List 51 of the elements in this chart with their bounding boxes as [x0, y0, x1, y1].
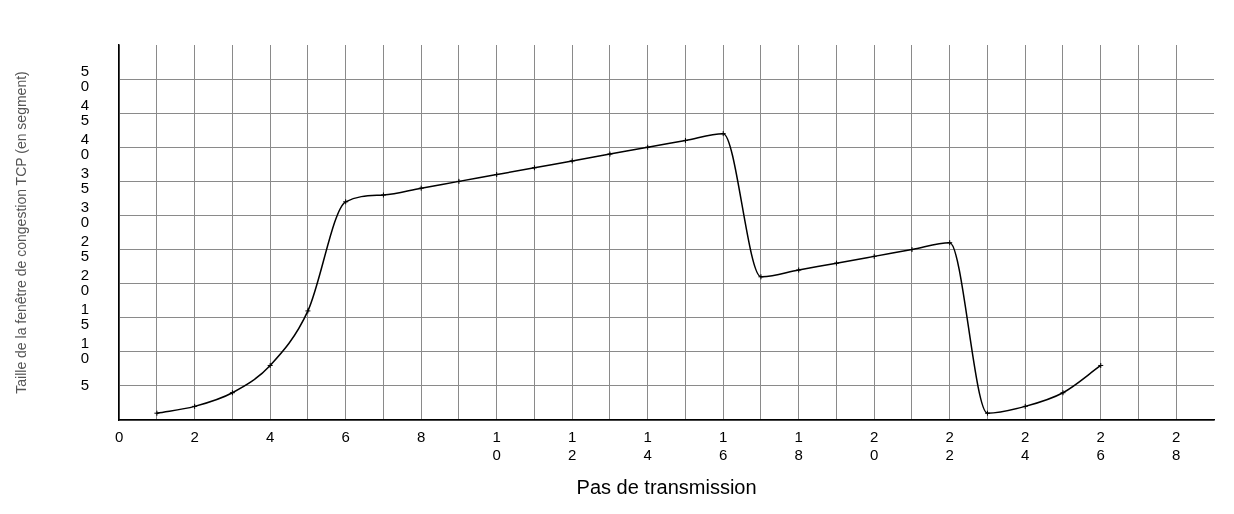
- point: [871, 253, 878, 260]
- y-tick-label: 4 0: [80, 129, 90, 162]
- x-tick-label: 1 8: [794, 427, 803, 463]
- point: [833, 260, 840, 267]
- y-tick-label: 4 5: [80, 95, 90, 128]
- y-tick-label: 2 5: [80, 232, 90, 265]
- point: [757, 273, 764, 280]
- x-tick-label: 2: [190, 427, 199, 445]
- point: [455, 178, 462, 185]
- y-axis-title: Taille de la fenêtre de congestion TCP (en segment): [13, 71, 30, 394]
- y-tick-label: 1 0: [80, 334, 90, 367]
- point: [569, 157, 576, 164]
- x-tick-label: 2 6: [1096, 427, 1105, 463]
- point: [418, 185, 425, 192]
- point: [229, 389, 236, 396]
- x-tick-label: 4: [265, 427, 275, 445]
- y-tick-label: 3 5: [80, 164, 90, 196]
- y-tick-label: 2 0: [80, 266, 90, 299]
- y-tick-label: 1 5: [80, 300, 90, 333]
- point: [342, 198, 349, 205]
- x-tick-label: 2 8: [1172, 427, 1181, 463]
- x-tick-label: 2 0: [870, 427, 879, 463]
- x-tick-label: 0: [114, 427, 124, 445]
- point: [380, 192, 387, 198]
- point: [1059, 389, 1066, 396]
- x-tick-label: 8: [417, 427, 426, 445]
- x-tick-label: 1 0: [492, 427, 501, 463]
- point: [984, 410, 991, 417]
- point: [267, 362, 274, 369]
- point: [304, 307, 311, 314]
- y-tick-label: 5 0: [80, 61, 90, 94]
- y-tick-label: 5: [80, 376, 90, 394]
- point: [795, 267, 802, 273]
- point: [682, 137, 689, 144]
- x-tick-label: 1 4: [643, 427, 652, 463]
- y-tick-label: 3 0: [80, 198, 90, 231]
- point: [720, 130, 727, 137]
- point: [531, 164, 538, 171]
- point: [908, 246, 915, 253]
- point: [493, 171, 500, 178]
- point: [1022, 403, 1029, 410]
- point: [191, 403, 198, 410]
- x-tick-label: 1 6: [719, 427, 728, 463]
- point: [644, 144, 651, 151]
- x-tick-label: 2 2: [945, 427, 954, 463]
- point: [946, 239, 953, 246]
- x-tick-label: 2 4: [1021, 427, 1030, 463]
- x-tick-label: 1 2: [568, 427, 577, 463]
- point: [606, 151, 613, 158]
- x-tick-label: 6: [341, 427, 350, 445]
- x-axis-title: Pas de transmission: [576, 475, 757, 498]
